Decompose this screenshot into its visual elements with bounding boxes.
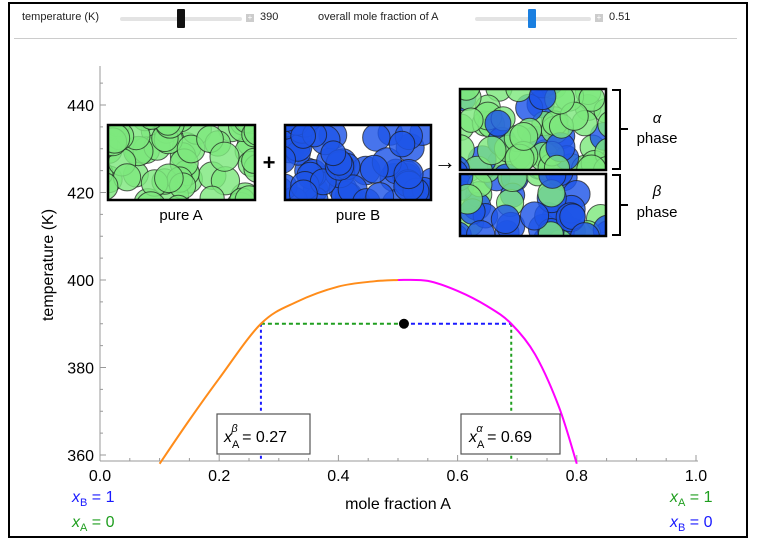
x-tick-label: 0.6 (446, 468, 468, 485)
y-tick-label: 440 (67, 98, 94, 115)
particle-b (528, 89, 557, 111)
left-xb-label: xB = 1 (71, 489, 115, 509)
x-tick-label: 1.0 (685, 468, 707, 485)
pure-b-box (285, 125, 431, 200)
pure-a-label: pure A (159, 207, 202, 224)
plus-sign: + (263, 150, 276, 175)
particle-a (460, 134, 475, 165)
beta-phase-box-border (458, 172, 608, 238)
mole-fraction-expand-icon[interactable]: + (595, 13, 603, 22)
window-frame (8, 2, 748, 538)
pure-a-box (108, 125, 255, 200)
beta-bracket (612, 174, 628, 236)
particle-a (136, 191, 165, 200)
alpha-phase-box-border (458, 87, 608, 172)
alpha-branch-curve (397, 278, 578, 465)
right-xa-label: xA = 1 (669, 489, 713, 509)
alpha-composition-label: xAα = 0.69 (460, 413, 561, 455)
x-tick-label: 0.0 (89, 468, 111, 485)
x-tick-label: 0.4 (327, 468, 349, 485)
y-tick-label: 380 (67, 361, 94, 378)
y-tick-label: 360 (67, 448, 94, 465)
pure-b-box-border (283, 123, 433, 202)
particle-b (285, 145, 296, 174)
beta-composition-label: xAβ = 0.27 (216, 413, 311, 455)
pure-a-box-border (106, 123, 257, 202)
svg-text:xAα = 0.69: xAα = 0.69 (468, 423, 532, 451)
particle-a (460, 89, 481, 101)
svg-text:xAβ = 0.27: xAβ = 0.27 (223, 423, 287, 451)
particle-b (569, 222, 600, 236)
x-axis-label: mole fraction A (345, 496, 451, 513)
particle-a (460, 183, 483, 215)
y-tick-label: 420 (67, 186, 94, 203)
alpha-symbol: α (653, 110, 662, 127)
particle-a (509, 122, 539, 151)
state-point (398, 318, 409, 329)
x-tick-label: 0.2 (208, 468, 230, 485)
particle-a (199, 185, 225, 200)
particle-b (362, 125, 391, 152)
separator (14, 38, 737, 39)
particle-a (477, 135, 507, 166)
particle-b (484, 109, 512, 137)
particle-a (578, 89, 606, 112)
particle-a (497, 174, 528, 193)
temperature-slider-thumb[interactable] (177, 9, 185, 28)
pure-b-label: pure B (336, 207, 380, 224)
mole-fraction-label: overall mole fraction of A (318, 11, 439, 23)
particle-a (597, 111, 606, 138)
alpha-bracket (612, 89, 628, 170)
beta-phase-label: phase (637, 204, 678, 221)
arrow-icon: → (434, 149, 456, 174)
particle-a (108, 125, 131, 154)
right-xb-label: xB = 0 (669, 514, 713, 534)
y-axis-label: temperature (K) (40, 209, 57, 321)
alpha-phase-box (460, 89, 606, 170)
left-xa-label: xA = 0 (71, 514, 115, 534)
particle-b (490, 204, 521, 235)
beta-branch-curve (158, 279, 399, 465)
particle-b (288, 179, 318, 200)
y-tick-label: 400 (67, 273, 94, 290)
particle-a (460, 107, 484, 133)
particle-a (243, 125, 255, 146)
particle-a (154, 125, 181, 136)
particle-b (393, 159, 424, 190)
particle-b (388, 130, 416, 158)
particle-a (154, 163, 184, 194)
particle-b (359, 154, 389, 184)
particle-b (320, 140, 347, 167)
mole-fraction-slider-thumb[interactable] (528, 9, 536, 28)
temperature-expand-icon[interactable]: + (246, 13, 254, 22)
particle-a (209, 141, 240, 172)
particle-b (460, 160, 468, 170)
temperature-label: temperature (K) (22, 11, 100, 23)
particle-b (519, 201, 550, 231)
beta-symbol: β (652, 183, 662, 200)
particle-b (365, 182, 395, 200)
temperature-value: 390 (260, 11, 279, 23)
alpha-phase-label: phase (637, 130, 678, 147)
particle-a (543, 154, 570, 170)
x-tick-label: 0.8 (566, 468, 588, 485)
particle-a (108, 172, 119, 200)
particle-b (290, 125, 317, 149)
mole-fraction-value: 0.51 (609, 11, 631, 23)
beta-phase-box (460, 174, 606, 236)
particle-a (505, 89, 533, 103)
